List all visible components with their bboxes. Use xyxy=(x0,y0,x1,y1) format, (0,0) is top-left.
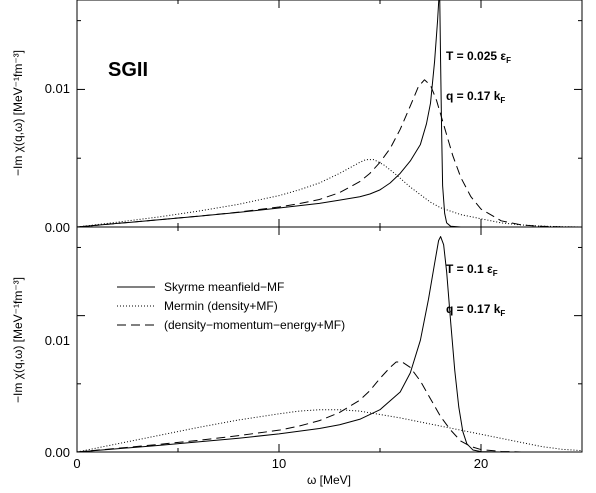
bottom-y-tick-label: 0.00 xyxy=(45,445,70,460)
bottom-ticks xyxy=(76,227,583,453)
bottom-momentum-text: q = 0.17 k xyxy=(446,302,501,316)
legend-label: (density−momentum−energy+MF) xyxy=(164,318,345,332)
bottom-temperature-sub: F xyxy=(493,269,498,278)
top-ticks xyxy=(76,0,583,228)
model-label: SGII xyxy=(108,59,148,81)
top-momentum-sub: F xyxy=(500,96,505,105)
x-tick-label: 0 xyxy=(73,456,80,471)
bottom-series-dashed xyxy=(77,361,582,452)
bottom-plot-frame xyxy=(76,226,583,453)
top-series-solid xyxy=(77,0,582,227)
bottom-series-solid xyxy=(77,236,582,452)
top-series xyxy=(77,0,582,227)
top-y-tick-label: 0.00 xyxy=(45,220,70,235)
bottom-temperature-label: T = 0.1 εF xyxy=(446,262,498,278)
legend-label: Mermin (density+MF) xyxy=(164,299,278,313)
bottom-temperature-text: T = 0.1 ε xyxy=(446,262,493,276)
top-temperature-text: T = 0.025 ε xyxy=(446,49,506,63)
bottom-y-tick-label: 0.01 xyxy=(45,333,70,348)
legend-label: Skyrme meanfield−MF xyxy=(164,280,284,294)
top-plot-frame xyxy=(76,0,583,228)
x-axis-title: ω [MeV] xyxy=(307,473,351,487)
top-momentum-label: q = 0.17 kF xyxy=(446,89,505,105)
top-panel: 0.01 0.00 −Im χ(q,ω) [MeV⁻¹fm⁻³] SGII T … xyxy=(11,0,583,235)
top-series-dotted xyxy=(77,159,582,227)
top-series-dashed xyxy=(77,79,582,227)
top-temperature-label: T = 0.025 εF xyxy=(446,49,511,65)
bottom-momentum-sub: F xyxy=(500,309,505,318)
top-y-tick-label: 0.01 xyxy=(45,81,70,96)
bottom-panel: 0.01 0.00 0 10 20 ω [MeV] −Im χ(q,ω) [Me… xyxy=(11,226,583,487)
x-tick-label: 10 xyxy=(272,456,286,471)
bottom-series xyxy=(77,236,582,452)
top-momentum-text: q = 0.17 k xyxy=(446,89,501,103)
bottom-y-axis-title: −Im χ(q,ω) [MeV⁻¹fm⁻³] xyxy=(11,277,25,403)
legend: Skyrme meanfield−MF Mermin (density+MF) … xyxy=(117,280,345,332)
bottom-series-dotted xyxy=(77,409,582,452)
x-tick-label: 20 xyxy=(474,456,488,471)
top-temperature-sub: F xyxy=(506,56,511,65)
top-y-axis-title: −Im χ(q,ω) [MeV⁻¹fm⁻³] xyxy=(11,50,25,176)
bottom-momentum-label: q = 0.17 kF xyxy=(446,302,505,318)
